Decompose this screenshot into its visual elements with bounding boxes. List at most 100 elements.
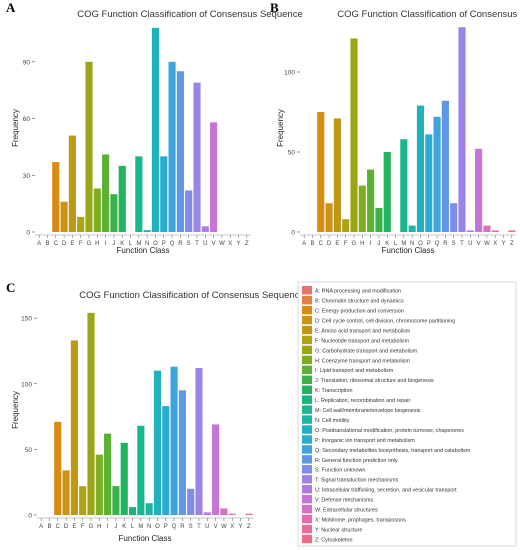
bar-t bbox=[195, 368, 203, 515]
legend-swatch-l bbox=[302, 395, 312, 404]
panel-letter: C bbox=[6, 280, 15, 295]
bar-k bbox=[383, 152, 391, 232]
x-tick-label: X bbox=[228, 241, 232, 247]
legend-label-a: A: RNA processing and modification bbox=[315, 289, 401, 295]
bar-d bbox=[60, 201, 68, 232]
bar-e bbox=[70, 340, 78, 515]
bar-z bbox=[508, 230, 516, 232]
x-tick-label: P bbox=[427, 241, 431, 247]
bar-m bbox=[137, 425, 145, 515]
bar-g bbox=[350, 38, 358, 233]
x-tick-label: T bbox=[195, 241, 199, 247]
bar-j bbox=[110, 194, 118, 232]
bar-h bbox=[93, 188, 101, 232]
x-tick-label: D bbox=[64, 524, 69, 530]
bar-p bbox=[162, 406, 170, 515]
x-tick-label: A bbox=[39, 524, 43, 530]
y-axis-label: Frequency bbox=[276, 109, 285, 147]
x-tick-label: O bbox=[155, 524, 160, 530]
bar-e bbox=[68, 135, 76, 232]
legend-label-w: W: Extracellular structures bbox=[315, 508, 378, 514]
bar-h bbox=[95, 454, 103, 516]
x-tick-label: V bbox=[477, 241, 481, 247]
x-tick-label: D bbox=[62, 241, 67, 247]
legend-label-l: L: Replication, recombination and repair bbox=[315, 398, 410, 404]
x-tick-label: J bbox=[114, 524, 117, 530]
x-tick-label: Y bbox=[237, 241, 241, 247]
x-tick-label: K bbox=[122, 524, 126, 530]
x-tick-label: H bbox=[360, 241, 364, 247]
legend-swatch-s bbox=[302, 465, 312, 474]
x-tick-label: X bbox=[493, 241, 497, 247]
x-tick-label: M bbox=[138, 524, 143, 530]
x-tick-label: H bbox=[95, 241, 99, 247]
bar-i bbox=[102, 154, 110, 232]
x-tick-label: U bbox=[468, 241, 472, 247]
x-tick-label: X bbox=[230, 524, 234, 530]
bar-p bbox=[425, 134, 433, 232]
bar-x bbox=[491, 230, 499, 232]
x-tick-label: R bbox=[443, 241, 448, 247]
x-tick-label: C bbox=[56, 524, 61, 530]
bar-z bbox=[245, 513, 253, 515]
bar-w bbox=[483, 225, 491, 232]
bar-c bbox=[52, 162, 60, 232]
legend-swatch-f bbox=[302, 335, 312, 345]
legend-swatch-m bbox=[302, 405, 312, 414]
legend-swatch-g bbox=[302, 345, 312, 355]
y-tick-label: 150 bbox=[21, 316, 32, 323]
x-tick-label: Y bbox=[239, 524, 243, 530]
bar-r bbox=[441, 100, 449, 232]
x-tick-label: H bbox=[97, 524, 101, 530]
x-tick-label: E bbox=[70, 241, 74, 247]
bar-c bbox=[317, 112, 325, 232]
legend-label-k: K: Transcription bbox=[315, 388, 352, 394]
bar-f bbox=[342, 219, 350, 232]
legend-box bbox=[297, 281, 517, 547]
legend-label-s: S: Function unknown bbox=[315, 468, 365, 474]
legend-label-p: P: Inorganic ion transport and metabolis… bbox=[315, 438, 415, 444]
x-tick-label: W bbox=[221, 524, 227, 530]
legend-swatch-e bbox=[302, 325, 312, 335]
legend-swatch-r bbox=[302, 455, 312, 464]
x-tick-label: B bbox=[47, 524, 51, 530]
bar-j bbox=[112, 486, 120, 516]
chart-panel-c: C COG Function Classification of Consensu… bbox=[6, 280, 305, 543]
bar-c bbox=[54, 421, 62, 515]
bar-h bbox=[358, 185, 366, 232]
x-tick-label: F bbox=[81, 524, 85, 530]
legend-label-q: Q: Secondary metabolites biosynthesis, t… bbox=[315, 448, 471, 454]
x-axis-label: Function Class bbox=[119, 534, 172, 543]
bar-q bbox=[170, 366, 178, 515]
x-tick-label: N bbox=[410, 241, 414, 247]
legend-swatch-n bbox=[302, 415, 312, 424]
x-tick-label: V bbox=[214, 524, 218, 530]
legend-label-b: B: Chromatin structure and dynamics bbox=[315, 299, 404, 305]
bar-s bbox=[187, 488, 195, 515]
bar-f bbox=[77, 216, 85, 232]
bar-n bbox=[408, 225, 416, 232]
chart-panel-a: A COG Function Classification of Consensu… bbox=[6, 0, 303, 255]
x-tick-label: K bbox=[120, 241, 124, 247]
bar-v bbox=[212, 424, 220, 515]
bar-o bbox=[153, 370, 162, 516]
legend-swatch-w bbox=[302, 504, 312, 514]
x-tick-label: W bbox=[219, 241, 225, 247]
x-tick-label: P bbox=[162, 241, 166, 247]
bar-t bbox=[458, 27, 466, 233]
x-tick-label: Z bbox=[510, 241, 514, 247]
x-tick-label: S bbox=[187, 241, 191, 247]
x-tick-label: B bbox=[45, 241, 49, 247]
x-tick-label: M bbox=[401, 241, 406, 247]
bar-d bbox=[62, 470, 70, 516]
bar-d bbox=[325, 203, 333, 232]
bar-p bbox=[160, 156, 168, 232]
legend-swatch-t bbox=[302, 475, 312, 484]
x-tick-label: B bbox=[310, 241, 314, 247]
y-tick-label: 0 bbox=[28, 513, 32, 520]
panel-letter: B bbox=[270, 0, 279, 15]
x-tick-label: E bbox=[335, 241, 339, 247]
legend-label-g: G: Carbohydrate transport and metabolism bbox=[315, 348, 418, 354]
x-tick-label: C bbox=[54, 241, 59, 247]
